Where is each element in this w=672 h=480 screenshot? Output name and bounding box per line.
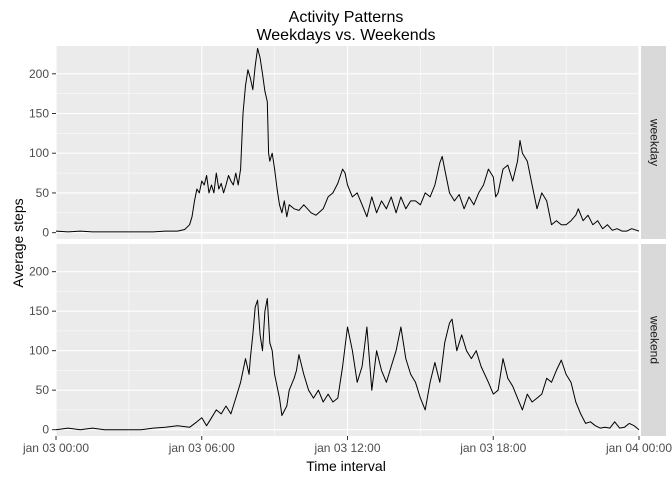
facet-strip [641,244,666,436]
y-tick-label: 50 [36,383,50,397]
y-tick-label: 150 [29,107,49,121]
y-tick-label: 150 [29,304,49,318]
series-line-weekend [55,298,640,431]
panel-weekday: 0 50 100 150 200 weekday [29,46,666,240]
x-tick-label: jan 03 06:00 [168,441,235,455]
x-tick-label: jan 04 00:00 [605,441,672,455]
y-tick-label: 100 [29,344,49,358]
facet-strip [641,46,666,239]
chart-title-line-1: Activity Patterns [289,9,404,26]
y-tick-label: 200 [29,265,49,279]
chart-title-line-2: Weekdays vs. Weekends [256,27,435,44]
y-tick-label: 200 [29,67,49,81]
y-tick-label: 0 [42,226,49,240]
x-axis-title: Time interval [306,458,386,474]
y-axis-title: Average steps [10,198,26,287]
panel-weekend: 0 50 100 150 200 weekend [29,244,666,437]
x-tick-label: jan 03 12:00 [313,441,380,455]
y-tick-label: 100 [29,146,49,160]
x-tick-label: jan 03 18:00 [459,441,526,455]
y-tick-label: 50 [36,186,50,200]
x-tick-label: jan 03 00:00 [22,441,89,455]
y-tick-label: 0 [42,423,49,437]
chart-plot-area: 0 50 100 150 200 weekday 0 50 100 150 200 weekend ja… [22,46,672,455]
facet-strip-label: weekend [647,315,661,364]
facet-strip-label: weekday [647,118,661,166]
series-line-weekday [55,47,640,233]
